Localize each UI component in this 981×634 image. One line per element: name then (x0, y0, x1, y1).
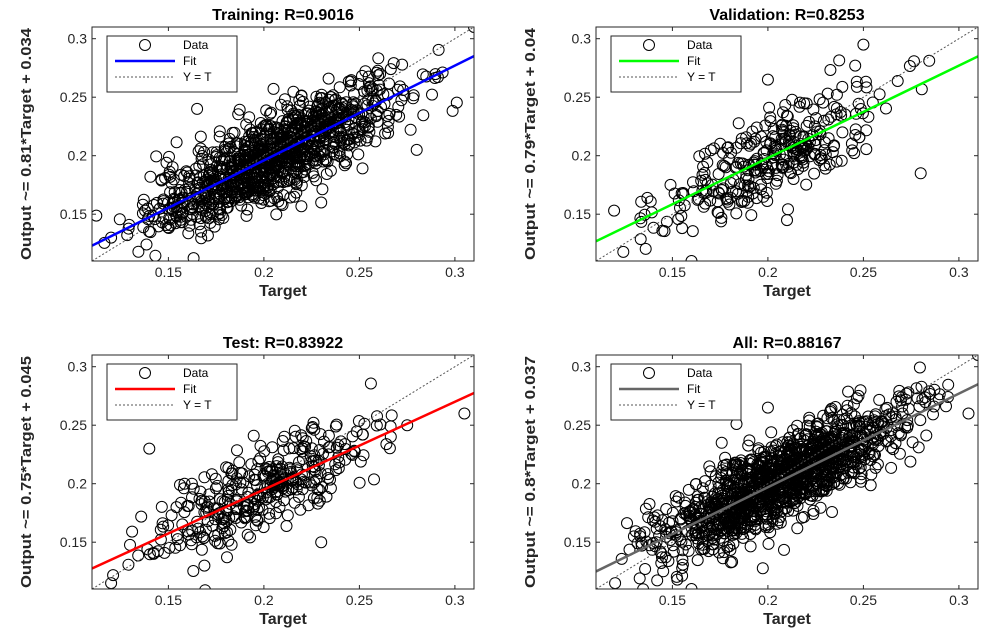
chart-title: Test: R=0.83922 (223, 335, 343, 352)
legend-label: Fit (687, 54, 701, 68)
x-axis-label: Target (763, 611, 811, 628)
legend-label: Fit (687, 382, 701, 396)
legend-label: Data (687, 366, 713, 380)
regression-panel-4: 0.15 0.2 0.25 0.3 0.15 0.2 0.25 0.3 All: R=0.881… (522, 335, 981, 629)
x-tick-label: 0.25 (346, 592, 373, 608)
y-tick-label: 0.2 (572, 148, 592, 164)
legend-box (611, 36, 741, 92)
chart-title: Validation: R=0.8253 (709, 7, 864, 24)
x-tick-label: 0.3 (949, 592, 969, 608)
chart-title: Training: R=0.9016 (212, 7, 354, 24)
data-point (75, 253, 86, 264)
x-tick-label: 0.15 (155, 592, 182, 608)
y-tick-label: 0.25 (60, 89, 87, 105)
data-point (475, 84, 486, 95)
data-point (75, 190, 86, 201)
y-tick-label: 0.2 (68, 476, 88, 492)
x-tick-label: 0.25 (850, 592, 877, 608)
legend-label: Data (183, 38, 209, 52)
legend: Data Fit Y = T (611, 36, 741, 92)
legend-label: Y = T (183, 70, 212, 84)
y-tick-label: 0.3 (572, 31, 592, 47)
y-tick-label: 0.15 (60, 206, 87, 222)
legend-box (107, 36, 237, 92)
x-tick-label: 0.25 (850, 264, 877, 280)
legend: Data Fit Y = T (611, 364, 741, 420)
x-tick-label: 0.15 (155, 264, 182, 280)
y-tick-label: 0.25 (564, 417, 591, 433)
legend-label: Data (687, 38, 713, 52)
legend-box (107, 364, 237, 420)
y-tick-label: 0.15 (564, 206, 591, 222)
data-point (611, 620, 622, 629)
x-axis-label: Target (259, 283, 307, 300)
x-tick-label: 0.25 (346, 264, 373, 280)
y-tick-label: 0.15 (564, 534, 591, 550)
data-point (578, 296, 589, 307)
y-axis-label: Output ~= 0.81*Target + 0.034 (18, 27, 35, 260)
y-axis-label: Output ~= 0.79*Target + 0.04 (522, 27, 539, 260)
data-point (54, 249, 65, 260)
y-tick-label: 0.2 (572, 476, 592, 492)
x-tick-label: 0.3 (445, 264, 465, 280)
x-tick-label: 0.2 (758, 264, 778, 280)
legend-label: Y = T (183, 398, 212, 412)
x-axis-label: Target (259, 611, 307, 628)
y-axis-label: Output ~= 0.8*Target + 0.037 (522, 356, 539, 588)
y-tick-label: 0.3 (68, 359, 88, 375)
x-tick-label: 0.15 (659, 264, 686, 280)
y-tick-label: 0.2 (68, 148, 88, 164)
x-tick-label: 0.2 (254, 264, 274, 280)
legend-label: Fit (183, 382, 197, 396)
legend-label: Y = T (687, 70, 716, 84)
x-axis-label: Target (763, 283, 811, 300)
y-tick-label: 0.25 (564, 89, 591, 105)
regression-panel-1: 0.15 0.2 0.25 0.3 0.15 0.2 0.25 0.3 Training: R=… (18, 7, 486, 300)
regression-panel-2: 0.15 0.2 0.25 0.3 0.15 0.2 0.25 0.3 Validation: … (522, 7, 978, 307)
legend-label: Fit (183, 54, 197, 68)
data-point (573, 254, 584, 265)
legend: Data Fit Y = T (107, 36, 237, 92)
legend-label: Data (183, 366, 209, 380)
x-tick-label: 0.2 (758, 592, 778, 608)
regression-panel-3: 0.15 0.2 0.25 0.3 0.15 0.2 0.25 0.3 Test: R=0.83… (18, 335, 474, 628)
legend-label: Y = T (687, 398, 716, 412)
x-tick-label: 0.15 (659, 592, 686, 608)
x-tick-label: 0.3 (949, 264, 969, 280)
y-axis-label: Output ~= 0.75*Target + 0.045 (18, 356, 35, 588)
chart-title: All: R=0.88167 (733, 335, 842, 352)
data-point (587, 261, 598, 272)
y-tick-label: 0.25 (60, 417, 87, 433)
x-tick-label: 0.2 (254, 592, 274, 608)
data-point (92, 264, 103, 275)
x-tick-label: 0.3 (445, 592, 465, 608)
y-tick-label: 0.15 (60, 534, 87, 550)
legend-box (611, 364, 741, 420)
y-tick-label: 0.3 (572, 359, 592, 375)
legend: Data Fit Y = T (107, 364, 237, 420)
data-point (578, 580, 589, 591)
y-tick-label: 0.3 (68, 31, 88, 47)
